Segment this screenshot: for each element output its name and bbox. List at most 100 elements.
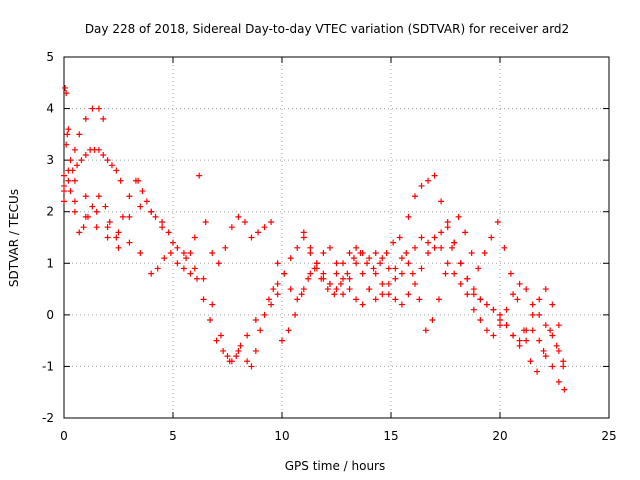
data-point <box>523 286 530 293</box>
series-track-f <box>268 224 568 393</box>
data-point <box>438 229 445 236</box>
data-point <box>235 213 242 220</box>
data-point <box>67 188 74 195</box>
data-point <box>285 327 292 334</box>
data-point <box>333 270 340 277</box>
data-point <box>65 167 72 174</box>
data-point <box>313 260 320 267</box>
data-point <box>494 219 501 226</box>
series-track-e <box>71 177 259 365</box>
data-point <box>468 249 475 256</box>
data-point <box>464 291 471 298</box>
data-point <box>226 358 233 365</box>
data-point <box>416 296 423 303</box>
data-point <box>405 260 412 267</box>
data-point <box>483 301 490 308</box>
data-point <box>409 270 416 277</box>
data-point <box>477 317 484 324</box>
data-point <box>555 322 562 329</box>
data-point <box>390 239 397 246</box>
data-point <box>311 265 318 272</box>
data-point <box>135 177 142 184</box>
data-point <box>298 291 305 298</box>
data-point <box>411 193 418 200</box>
series-track-b <box>61 146 124 189</box>
data-point <box>366 255 373 262</box>
data-point <box>224 353 231 360</box>
data-point <box>422 327 429 334</box>
data-point <box>364 260 371 267</box>
data-point <box>215 260 222 267</box>
data-point <box>152 213 159 220</box>
data-point <box>82 213 89 220</box>
data-point <box>337 280 344 287</box>
data-point <box>126 213 133 220</box>
data-point <box>366 286 373 293</box>
data-point <box>379 280 386 287</box>
data-point <box>300 286 307 293</box>
data-point <box>462 229 469 236</box>
data-point <box>187 270 194 277</box>
data-point <box>200 296 207 303</box>
data-point <box>191 265 198 272</box>
data-point <box>392 265 399 272</box>
data-point <box>398 270 405 277</box>
y-tick-label: 0 <box>46 308 54 322</box>
data-point <box>300 229 307 236</box>
data-point <box>183 255 190 262</box>
data-point <box>71 177 78 184</box>
data-point <box>148 270 155 277</box>
data-point <box>115 229 122 236</box>
data-point <box>398 301 405 308</box>
data-point <box>217 332 224 339</box>
x-tick-label: 15 <box>383 429 398 443</box>
data-point <box>61 198 67 205</box>
data-point <box>405 213 412 220</box>
data-point <box>93 208 100 215</box>
data-point <box>126 193 133 200</box>
data-point <box>353 260 360 267</box>
data-point <box>233 353 240 360</box>
data-point <box>104 234 111 241</box>
data-point <box>100 115 107 122</box>
data-point <box>261 224 268 231</box>
data-point <box>438 244 445 251</box>
data-point <box>547 327 554 334</box>
data-point <box>95 105 102 112</box>
y-tick-label: -1 <box>42 359 54 373</box>
data-point <box>444 260 451 267</box>
data-point <box>444 224 451 231</box>
data-point <box>159 224 166 231</box>
data-point <box>431 172 438 179</box>
data-point <box>435 296 442 303</box>
y-axis-label: SDTVAR / TECUs <box>7 189 21 287</box>
data-point <box>165 229 172 236</box>
x-tick-label: 5 <box>169 429 177 443</box>
data-point <box>307 249 314 256</box>
data-point <box>102 203 109 210</box>
data-point <box>529 311 536 318</box>
data-point <box>71 208 78 215</box>
data-point <box>549 301 556 308</box>
data-point <box>137 249 144 256</box>
data-point <box>209 249 216 256</box>
data-point <box>418 234 425 241</box>
y-tick-label: 3 <box>46 153 54 167</box>
data-point <box>357 249 364 256</box>
data-point <box>497 317 503 324</box>
data-point <box>320 249 327 256</box>
y-tick-label: 1 <box>46 256 54 270</box>
data-point <box>431 244 438 251</box>
data-point <box>143 198 150 205</box>
data-point <box>64 131 71 138</box>
data-point <box>346 249 353 256</box>
data-point <box>411 244 418 251</box>
data-point <box>555 347 562 354</box>
data-point <box>248 234 255 241</box>
data-point <box>385 291 392 298</box>
x-tick-label: 20 <box>492 429 507 443</box>
data-point <box>104 157 111 164</box>
data-point <box>71 198 78 205</box>
data-point <box>324 286 331 293</box>
data-point <box>403 249 410 256</box>
